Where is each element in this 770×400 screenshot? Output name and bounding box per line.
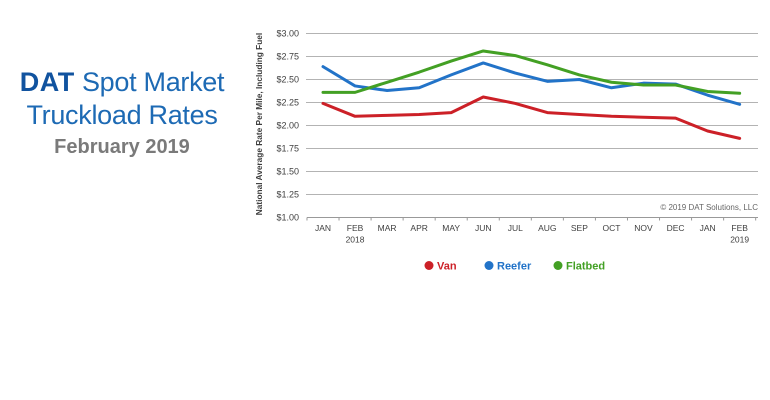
series-line-flatbed (321, 49, 742, 95)
y-tick-label: $1.00 (276, 213, 299, 223)
x-tick-label: AUG (538, 223, 556, 233)
y-axis-title: National Average Rate Per Mile, Includin… (254, 33, 264, 215)
x-tick-label: JAN (315, 223, 331, 233)
legend-label-flatbed: Flatbed (566, 261, 605, 273)
brand-title-line1: DAT Spot Market (4, 66, 240, 99)
brand-title-line2: Truckload Rates (26, 99, 218, 130)
x-tick-label: OCT (602, 223, 620, 233)
y-tick-label: $2.00 (276, 121, 299, 131)
truckload-rates-line-chart: $1.00 $1.25 $1.50 $1.75 $2.00 $2.25 $2.50 $2.75… (254, 29, 758, 273)
report-month: February 2019 (54, 135, 190, 158)
x-year-label: 2019 (730, 235, 749, 245)
x-tick-label: MAY (442, 223, 460, 233)
y-tick-label: $1.50 (276, 167, 299, 177)
x-tick-label: JUN (475, 223, 492, 233)
x-tick-label: MAR (378, 223, 397, 233)
legend-label-van: Van (437, 261, 457, 273)
dat-logo: DAT (19, 67, 75, 97)
y-tick-label: $2.50 (276, 75, 299, 85)
x-tick-label: DEC (667, 223, 685, 233)
x-tick-label: SEP (571, 223, 588, 233)
legend-dot-reefer (484, 261, 494, 270)
legend-dot-van (424, 261, 434, 270)
series-line-van (321, 95, 742, 140)
x-tick-label: APR (410, 223, 427, 233)
y-tick-label: $2.75 (276, 52, 299, 62)
legend-dot-flatbed (553, 261, 563, 270)
x-tick-label: JAN (700, 223, 716, 233)
x-tick-label: FEB (347, 223, 364, 233)
copyright-note: © 2019 DAT Solutions, LLC (660, 203, 758, 212)
brand-title-part: Spot Market (74, 67, 225, 97)
x-tick-label: JUL (508, 223, 523, 233)
y-tick-label: $3.00 (276, 29, 299, 39)
x-tick-label: FEB (731, 223, 748, 233)
brand-block: DAT Spot Market Truckload Rates February… (4, 66, 240, 159)
y-tick-label: $1.25 (276, 190, 299, 200)
legend-label-reefer: Reefer (497, 261, 532, 273)
x-tick-label: NOV (634, 223, 653, 233)
chart-area: $1.00 $1.25 $1.50 $1.75 $2.00 $2.25 $2.50 $2.75… (250, 0, 770, 298)
y-tick-label: $2.25 (276, 98, 299, 108)
x-year-label: 2018 (346, 235, 365, 245)
y-tick-label: $1.75 (276, 144, 299, 154)
